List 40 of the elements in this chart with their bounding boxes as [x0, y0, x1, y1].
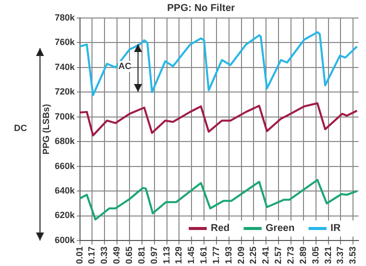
y-tick-label: 640k: [54, 186, 76, 196]
x-tick-label: 3.21: [322, 246, 333, 264]
y-tick-label: 620k: [54, 210, 76, 220]
x-tick-label: 2.89: [298, 246, 308, 264]
x-tick-label: 0.17: [86, 246, 97, 264]
x-tick-label: 1.13: [161, 246, 172, 264]
y-tick-label: 700k: [54, 111, 76, 122]
chart-title: PPG: No Filter: [167, 2, 235, 14]
x-tick-label: 2.09: [236, 246, 246, 264]
x-tick-label: 2.41: [260, 246, 271, 264]
x-tick-label: 1.93: [223, 246, 234, 264]
x-tick-label: 3.05: [310, 246, 320, 264]
y-tick-label: 740k: [54, 62, 76, 72]
x-tick-label: 0.01: [74, 246, 84, 264]
x-tick-label: 2.57: [273, 246, 284, 264]
x-tick-label: 0.65: [124, 246, 134, 264]
x-tick-label: 2.73: [285, 246, 296, 264]
y-tick-label: 720k: [54, 86, 76, 97]
x-tick-label: 1.29: [174, 246, 184, 264]
x-tick-label: 0.81: [136, 246, 146, 264]
y-tick-label: 780k: [54, 12, 76, 22]
x-tick-label: 0.49: [112, 246, 122, 264]
x-tick-label: 1.45: [186, 246, 196, 264]
x-tick-label: 1.61: [198, 246, 209, 264]
annotation: AC: [118, 61, 132, 72]
legend-label: Red: [210, 223, 230, 234]
legend-label: IR: [330, 223, 342, 234]
text: DC: [14, 123, 27, 134]
y-tick-label: 600k: [54, 234, 76, 245]
y-tick-label: 660k: [54, 160, 76, 171]
y-tick-label: 760k: [54, 37, 76, 48]
x-tick-label: 0.97: [148, 246, 159, 264]
x-tick-label: 1.77: [210, 246, 221, 264]
y-tick-label: 680k: [54, 136, 76, 146]
x-tick-label: 2.25: [248, 246, 258, 264]
x-tick-label: 3.37: [335, 246, 346, 264]
x-tick-label: 3.53: [348, 246, 358, 264]
y-axis-title: PPG (LSBs): [40, 104, 51, 154]
x-tick-label: 0.33: [99, 246, 110, 264]
legend-label: Green: [266, 223, 295, 234]
